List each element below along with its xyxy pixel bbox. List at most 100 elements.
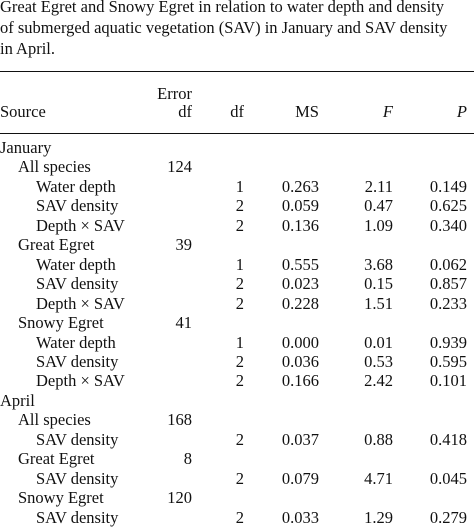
table-row: Water depth 1 0.555 3.68 0.062 xyxy=(0,254,474,277)
cell-df: 2 xyxy=(235,507,244,527)
table-row: SAV density 2 0.079 4.71 0.045 xyxy=(0,468,474,491)
row-label: Snowy Egret xyxy=(18,313,104,333)
cell-p: 0.279 xyxy=(429,507,467,527)
row-label: SAV density xyxy=(36,351,119,371)
table-row: Snowy Egret 41 xyxy=(0,315,474,335)
row-label: SAV density xyxy=(36,507,119,527)
header-ms: MS xyxy=(295,102,319,121)
cell-df: 2 xyxy=(235,351,244,371)
header-df: df xyxy=(230,102,244,121)
header-error-df-line2: df xyxy=(178,102,192,121)
row-label: SAV density xyxy=(36,274,119,294)
cell-df: 1 xyxy=(235,176,244,196)
cell-f: 1.09 xyxy=(364,215,393,235)
table-row: April xyxy=(0,390,474,413)
cell-error-df: 39 xyxy=(175,235,193,255)
cell-df: 2 xyxy=(235,274,244,294)
row-label: Depth × SAV xyxy=(36,293,125,313)
table-row: January xyxy=(0,138,474,160)
row-label: April xyxy=(0,390,35,410)
cell-p: 0.625 xyxy=(429,196,467,216)
row-label: Great Egret xyxy=(18,449,95,469)
cell-error-df: 168 xyxy=(167,410,192,430)
row-label: Depth × SAV xyxy=(36,215,125,235)
cell-f: 0.15 xyxy=(364,274,393,294)
cell-p: 0.857 xyxy=(429,274,467,294)
cell-f: 4.71 xyxy=(364,468,393,488)
cell-ms: 0.136 xyxy=(281,215,319,235)
cell-f: 0.01 xyxy=(364,332,393,352)
cell-f: 0.88 xyxy=(364,429,393,449)
cell-ms: 0.079 xyxy=(281,468,319,488)
row-label: SAV density xyxy=(36,429,119,449)
cell-p: 0.340 xyxy=(429,215,467,235)
cell-df: 2 xyxy=(235,293,244,313)
row-label: SAV density xyxy=(36,196,119,216)
cell-df: 2 xyxy=(235,429,244,449)
header-f: F xyxy=(382,102,393,121)
cell-ms: 0.555 xyxy=(281,254,319,274)
cell-ms: 0.036 xyxy=(281,351,319,371)
row-label: Water depth xyxy=(36,254,116,274)
cell-error-df: 120 xyxy=(167,488,192,508)
header-row-1: Error xyxy=(0,84,474,106)
table-row: All species 168 xyxy=(0,412,474,432)
table-row: SAV density 2 0.023 0.15 0.857 xyxy=(0,276,474,296)
cell-ms: 0.263 xyxy=(281,176,319,196)
cell-df: 2 xyxy=(235,468,244,488)
table-row: Depth × SAV 2 0.228 1.51 0.233 xyxy=(0,293,474,316)
cell-error-df: 124 xyxy=(167,157,192,177)
table-row: Depth × SAV 2 0.166 2.42 0.101 xyxy=(0,373,474,393)
cell-f: 3.68 xyxy=(364,254,393,274)
cell-f: 2.42 xyxy=(364,371,393,391)
row-label: Water depth xyxy=(36,176,116,196)
cell-ms: 0.033 xyxy=(281,507,319,527)
row-label: Depth × SAV xyxy=(36,371,125,391)
cell-p: 0.418 xyxy=(429,429,467,449)
header-row-2: Source df df MS F P xyxy=(0,102,474,124)
row-label: Snowy Egret xyxy=(18,488,104,508)
cell-ms: 0.023 xyxy=(281,274,319,294)
cell-f: 1.51 xyxy=(364,293,393,313)
cell-p: 0.149 xyxy=(429,176,467,196)
table-row: Great Egret 8 xyxy=(0,451,474,471)
cell-df: 1 xyxy=(235,254,244,274)
top-rule xyxy=(0,71,474,72)
row-label: All species xyxy=(18,157,91,177)
header-rule xyxy=(0,133,474,134)
table-row: Water depth 1 0.000 0.01 0.939 xyxy=(0,332,474,355)
cell-f: 1.29 xyxy=(364,507,393,527)
cell-f: 0.53 xyxy=(364,351,393,371)
cell-df: 2 xyxy=(235,196,244,216)
table-caption: Great Egret and Snowy Egret in relation … xyxy=(0,0,474,59)
table-row: SAV density 2 0.059 0.47 0.625 xyxy=(0,198,474,218)
row-label: January xyxy=(0,138,52,157)
table-row: SAV density 2 0.037 0.88 0.418 xyxy=(0,429,474,452)
cell-p: 0.595 xyxy=(429,351,467,371)
row-label: Water depth xyxy=(36,332,116,352)
table-row: SAV density 2 0.036 0.53 0.595 xyxy=(0,351,474,374)
caption-line: in April. xyxy=(0,39,56,58)
cell-p: 0.939 xyxy=(429,332,467,352)
cell-f: 0.47 xyxy=(364,196,393,216)
cell-ms: 0.228 xyxy=(281,293,319,313)
cell-ms: 0.166 xyxy=(281,371,319,391)
cell-df: 1 xyxy=(235,332,244,352)
table-row: Water depth 1 0.263 2.11 0.149 xyxy=(0,176,474,199)
header-source: Source xyxy=(0,102,46,121)
table-row: Depth × SAV 2 0.136 1.09 0.340 xyxy=(0,215,474,238)
header-p: P xyxy=(456,102,467,121)
caption-line: Great Egret and Snowy Egret in relation … xyxy=(0,0,444,16)
cell-p: 0.233 xyxy=(429,293,467,313)
table-row: All species 124 xyxy=(0,159,474,179)
cell-df: 2 xyxy=(235,371,244,391)
cell-p: 0.101 xyxy=(429,371,467,391)
cell-f: 2.11 xyxy=(364,176,393,196)
cell-df: 2 xyxy=(235,215,244,235)
cell-ms: 0.000 xyxy=(281,332,319,352)
cell-ms: 0.059 xyxy=(281,196,319,216)
cell-error-df: 41 xyxy=(175,313,193,333)
caption-line: of submerged aquatic vegetation (SAV) in… xyxy=(0,18,448,37)
row-label: All species xyxy=(18,410,91,430)
header-error-df-line1: Error xyxy=(157,84,192,103)
